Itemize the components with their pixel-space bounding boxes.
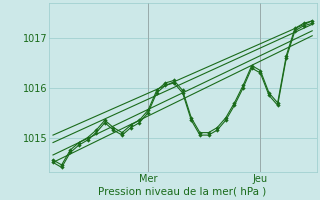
X-axis label: Pression niveau de la mer( hPa ): Pression niveau de la mer( hPa )	[99, 187, 267, 197]
